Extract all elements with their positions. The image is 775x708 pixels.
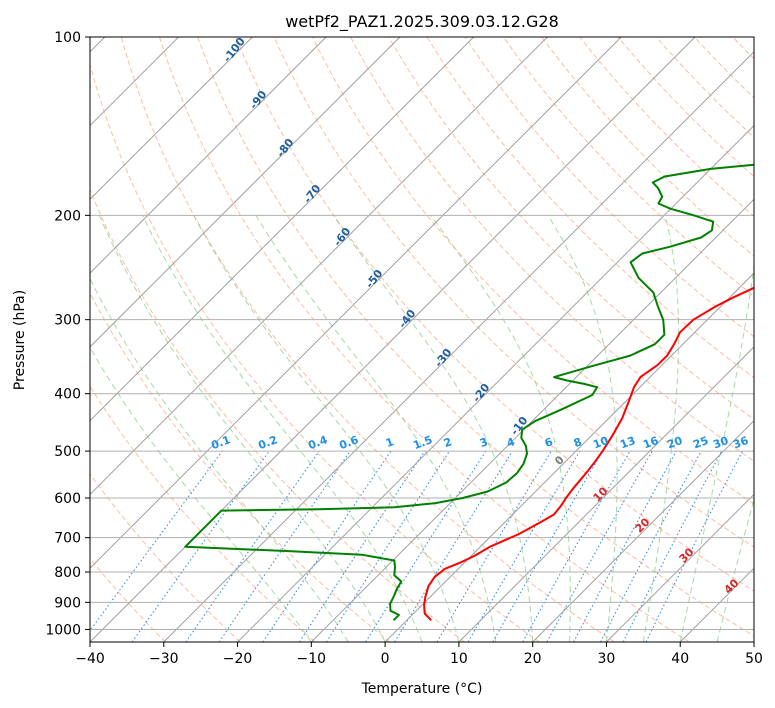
y-tick-label: 800 bbox=[54, 565, 81, 581]
isotherm-line bbox=[532, 419, 754, 642]
x-tick-label: 0 bbox=[381, 651, 390, 667]
moist-adiabat-line bbox=[642, 215, 680, 642]
mixing-ratio-label: 3 bbox=[478, 435, 490, 450]
x-tick-label: 30 bbox=[598, 651, 616, 667]
mixing-ratio-line bbox=[522, 450, 631, 642]
isotherm-line bbox=[90, 37, 475, 422]
moist-adiabat-line bbox=[430, 215, 571, 642]
y-tick-label: 900 bbox=[54, 595, 81, 611]
isotherm-line bbox=[384, 272, 754, 642]
mixing-ratio-label: 36 bbox=[731, 434, 750, 452]
x-tick-label: 20 bbox=[524, 651, 542, 667]
background-lines bbox=[90, 37, 754, 642]
x-tick-label: 50 bbox=[745, 651, 763, 667]
dry-adiabat-line bbox=[90, 62, 540, 642]
mixing-ratio-line bbox=[218, 450, 351, 642]
dry-adiabat-line bbox=[235, 37, 754, 592]
dry-adiabat-line bbox=[464, 37, 754, 338]
mixing-ratio-line bbox=[394, 450, 513, 642]
y-axis-title: Pressure (hPa) bbox=[12, 290, 28, 390]
mixing-ratio-label: 2 bbox=[442, 435, 454, 450]
isotherm-line bbox=[458, 346, 754, 642]
mixing-ratio-label: 4 bbox=[505, 435, 517, 450]
mixing-ratio-label: 0.6 bbox=[337, 433, 360, 452]
mixing-ratio-label: 20 bbox=[665, 434, 684, 452]
x-axis-title: Temperature (°C) bbox=[361, 681, 483, 697]
dry-adiabat-line bbox=[350, 37, 754, 462]
isotherm-line bbox=[606, 493, 754, 642]
moist-adiabat-line bbox=[679, 261, 754, 642]
y-tick-label: 300 bbox=[54, 313, 81, 329]
series-layer bbox=[184, 163, 754, 622]
mixing-ratio-line bbox=[573, 450, 677, 642]
isotherm-line bbox=[90, 37, 622, 569]
mixing-ratio-line bbox=[645, 450, 743, 642]
mixing-ratio-line bbox=[299, 450, 426, 642]
dry-adiabat-line bbox=[90, 557, 166, 642]
mixing-ratio-line bbox=[325, 450, 450, 642]
mixing-ratio-line bbox=[131, 450, 270, 642]
dry-adiabat-line bbox=[159, 37, 690, 642]
moist-adiabat-line bbox=[547, 215, 618, 642]
mixing-ratio-label: 0.4 bbox=[306, 433, 329, 452]
mixing-ratio-label: 16 bbox=[641, 434, 660, 452]
y-tick-label: 400 bbox=[54, 387, 81, 403]
mixing-ratio-line bbox=[262, 450, 392, 642]
mixing-ratio-label: 30 bbox=[711, 434, 730, 452]
mixing-ratio-label: 25 bbox=[691, 434, 710, 451]
dry-adiabat-line bbox=[90, 473, 241, 642]
isotherm-line bbox=[310, 198, 754, 642]
dry-adiabat-line bbox=[120, 37, 615, 642]
mixing-ratio-label: 0.1 bbox=[209, 433, 232, 452]
isotherm-line bbox=[90, 37, 327, 274]
mixing-ratio-label: 8 bbox=[572, 435, 584, 450]
temperature-profile-line bbox=[423, 286, 754, 621]
moist-adiabat-line bbox=[333, 215, 534, 642]
moist-adiabat-line bbox=[90, 346, 312, 642]
x-tick-label: 40 bbox=[671, 651, 689, 667]
x-tick-label: −20 bbox=[223, 651, 253, 667]
dry-adiabat-line bbox=[273, 37, 754, 548]
x-tick-label: −40 bbox=[75, 651, 105, 667]
isotherm-line bbox=[90, 37, 401, 348]
y-tick-label: 600 bbox=[54, 491, 81, 507]
mixing-ratio-label: 0.2 bbox=[256, 433, 279, 452]
dewpoint-profile-line bbox=[184, 163, 754, 622]
y-tick-label: 100 bbox=[54, 30, 81, 46]
dry-adiabat-line bbox=[90, 385, 316, 642]
chart-title: wetPf2_PAZ1.2025.309.03.12.G28 bbox=[285, 12, 559, 32]
mixing-ratio-line bbox=[546, 450, 653, 642]
y-tick-label: 700 bbox=[54, 531, 81, 547]
mixing-ratio-label: 10 bbox=[591, 434, 610, 452]
isotherm-line bbox=[90, 37, 253, 201]
x-tick-label: −10 bbox=[297, 651, 327, 667]
mixing-ratio-label: 1 bbox=[384, 435, 396, 450]
dry-adiabat-line bbox=[426, 37, 754, 379]
mixing-ratio-label: 13 bbox=[618, 434, 637, 451]
moist-adiabat-line bbox=[193, 215, 460, 642]
isotherm-line bbox=[90, 37, 548, 496]
dry-adiabat-line bbox=[90, 292, 391, 642]
mixing-ratio-label: 1.5 bbox=[411, 433, 434, 452]
y-tick-label: 1000 bbox=[45, 622, 81, 638]
mixing-ratio-label: 6 bbox=[543, 435, 555, 450]
y-tick-label: 500 bbox=[54, 444, 81, 460]
x-tick-label: −30 bbox=[149, 651, 179, 667]
dry-adiabat-line bbox=[90, 188, 465, 642]
axes: −40 −30 −20 −10 0 10 20 30 40 5010020030040050060… bbox=[45, 30, 763, 667]
isotherm-line bbox=[237, 124, 754, 642]
plot-frame bbox=[89, 36, 755, 643]
y-tick-label: 200 bbox=[54, 208, 81, 224]
plot-area bbox=[90, 37, 754, 642]
isotherm-line bbox=[163, 51, 754, 642]
mixing-ratio-line bbox=[90, 450, 223, 632]
x-tick-label: 10 bbox=[450, 651, 468, 667]
moist-adiabat-line bbox=[98, 215, 386, 642]
mixing-ratio-line bbox=[185, 450, 320, 642]
